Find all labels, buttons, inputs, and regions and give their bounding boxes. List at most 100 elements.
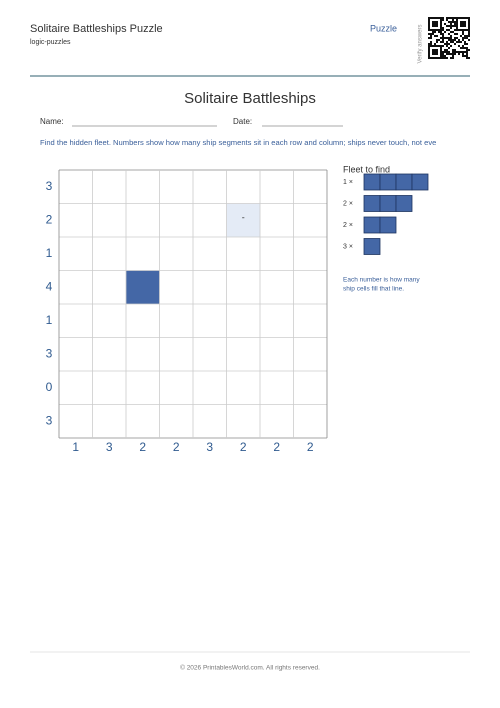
qr-module: [432, 17, 434, 19]
qr-module: [458, 41, 460, 43]
qr-module: [456, 51, 458, 53]
qr-module: [468, 21, 470, 23]
qr-module: [436, 35, 438, 37]
qr-module: [462, 33, 464, 35]
water-cell: [226, 203, 260, 237]
qr-module: [440, 45, 442, 47]
qr-module: [434, 43, 436, 45]
row-clue: 1: [46, 313, 53, 327]
date-label: Date:: [233, 117, 252, 126]
qr-module: [454, 17, 456, 19]
qr-module: [462, 39, 464, 41]
qr-module: [462, 25, 464, 27]
fleet-panel: Fleet to find 1 × 2 × 2 × 3 × Each number is…: [343, 164, 429, 293]
fleet-count: 2 ×: [343, 222, 353, 229]
qr-module: [462, 21, 464, 23]
qr-module: [462, 23, 464, 25]
qr-module: [436, 41, 438, 43]
qr-module: [448, 47, 450, 49]
qr-module: [440, 53, 442, 55]
fleet-count: 2 ×: [343, 200, 353, 207]
qr-module: [448, 51, 450, 53]
row-clue: 0: [46, 380, 53, 394]
qr-module: [452, 51, 454, 53]
qr-module: [436, 51, 438, 53]
row-clue: 2: [46, 212, 53, 226]
header-title: Solitaire Battleships Puzzle: [30, 23, 163, 35]
qr-module: [468, 31, 470, 33]
qr-module: [462, 45, 464, 47]
qr-module: [446, 19, 448, 21]
qr-module: [436, 53, 438, 55]
qr-module: [462, 47, 464, 49]
qr-code: [428, 17, 470, 59]
qr-module: [438, 39, 440, 41]
qr-module: [464, 55, 466, 57]
qr-module: [468, 35, 470, 37]
fleet-count: 1 ×: [343, 179, 353, 186]
qr-module: [450, 23, 452, 25]
qr-module: [454, 23, 456, 25]
qr-module: [434, 57, 436, 59]
qr-module: [436, 25, 438, 27]
puzzle-grid: - 3 2 1 4 1 3 0 3 1 3 2 2 3 2 2 2: [46, 169, 328, 454]
qr-module: [458, 53, 460, 55]
qr-module: [434, 23, 436, 25]
qr-module: [446, 49, 448, 51]
qr-module: [442, 39, 444, 41]
qr-module: [428, 43, 430, 45]
qr-module: [456, 17, 458, 19]
qr-module: [468, 27, 470, 29]
fleet-ship-cell: [411, 173, 429, 191]
qr-module: [430, 45, 432, 47]
qr-module: [466, 53, 468, 55]
qr-module: [446, 37, 448, 39]
qr-module: [454, 39, 456, 41]
qr-module: [428, 21, 430, 23]
qr-module: [462, 31, 464, 33]
qr-module: [450, 31, 452, 33]
col-clue: 3: [106, 440, 113, 454]
qr-module: [464, 21, 466, 23]
qr-module: [450, 37, 452, 39]
qr-module: [450, 27, 452, 29]
fleet-count: 3 ×: [343, 243, 353, 250]
qr-module: [454, 21, 456, 23]
qr-module: [442, 41, 444, 43]
qr-module: [428, 47, 430, 49]
qr-module: [460, 17, 462, 19]
qr-module: [456, 21, 458, 23]
qr-module: [440, 31, 442, 33]
col-clue: 2: [307, 440, 314, 454]
qr-module: [446, 53, 448, 55]
qr-module: [468, 25, 470, 27]
qr-module: [434, 35, 436, 37]
qr-module: [464, 41, 466, 43]
qr-module: [438, 31, 440, 33]
ship-cell: [126, 270, 160, 304]
qr-module: [452, 17, 454, 19]
col-clue: 2: [139, 440, 146, 454]
qr-module: [454, 29, 456, 31]
qr-module: [430, 33, 432, 35]
qr-module: [468, 19, 470, 21]
qr-module: [448, 37, 450, 39]
row-clue: 1: [46, 246, 53, 260]
qr-module: [432, 21, 434, 23]
qr-module: [464, 29, 466, 31]
qr-module: [430, 37, 432, 39]
fleet-ship-cell: [395, 195, 413, 212]
qr-module: [436, 39, 438, 41]
qr-module: [446, 43, 448, 45]
qr-module: [446, 51, 448, 53]
qr-module: [442, 29, 444, 31]
qr-module: [432, 29, 434, 31]
qr-module: [464, 51, 466, 53]
qr-module: [452, 57, 454, 59]
footer: © 2026 PrintablesWorld.com. All rights r…: [180, 664, 320, 672]
qr-module: [434, 51, 436, 53]
qr-module: [428, 19, 430, 21]
qr-module: [436, 57, 438, 59]
qr-module: [440, 29, 442, 31]
qr-module: [434, 29, 436, 31]
